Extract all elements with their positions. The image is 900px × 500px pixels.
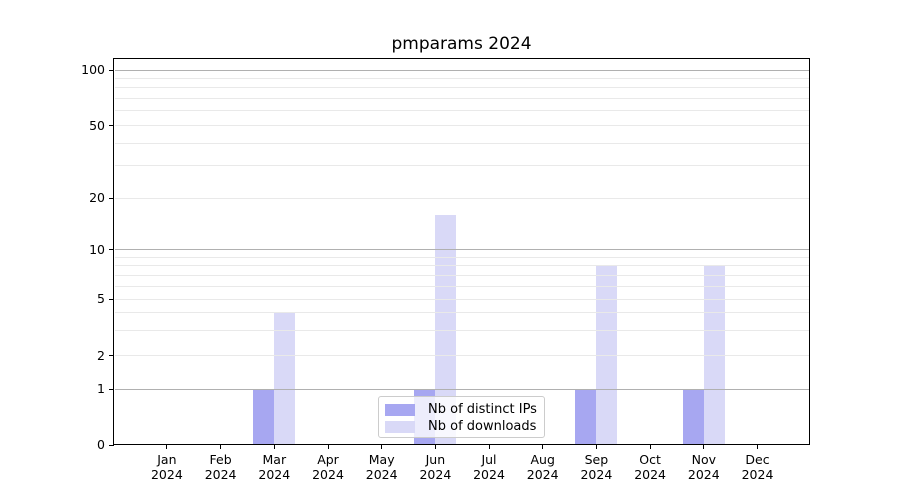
x-tick-label: Apr 2024	[312, 452, 344, 482]
y-tick-label: 100	[81, 62, 105, 77]
gridline-minor	[114, 285, 810, 287]
y-tick-mark	[109, 298, 114, 300]
x-tick-mark	[273, 445, 275, 449]
x-tick-mark	[166, 445, 168, 449]
gridline-minor	[114, 330, 810, 331]
x-tick-label: Sep 2024	[580, 452, 613, 482]
x-tick-label: Feb 2024	[204, 452, 237, 482]
x-tick-label: Aug 2024	[526, 452, 559, 482]
bar-downloads	[435, 214, 457, 445]
gridline-minor	[114, 197, 810, 199]
y-tick-mark	[109, 388, 114, 390]
bar-distinct-ips	[253, 389, 275, 445]
y-tick-mark	[109, 197, 114, 199]
x-tick-mark	[434, 445, 436, 449]
x-tick-mark	[488, 445, 490, 449]
y-tick-mark	[109, 69, 114, 71]
gridline-minor	[114, 98, 810, 100]
y-tick-label: 0	[97, 437, 105, 452]
legend-item-downloads: Nb of downloads	[385, 418, 538, 435]
x-tick-mark	[649, 445, 651, 449]
gridline-minor	[114, 274, 810, 276]
x-tick-label: Jun 2024	[419, 452, 452, 482]
gridline-major	[114, 388, 810, 390]
gridline-minor	[114, 142, 810, 144]
legend-swatch-distinct-ips	[385, 403, 415, 416]
y-tick-mark	[109, 444, 114, 446]
legend-swatch-downloads	[385, 420, 415, 433]
y-tick-label: 20	[89, 190, 105, 205]
bar-downloads	[274, 312, 296, 445]
gridline-minor	[114, 355, 810, 356]
x-tick-label: Jul 2024	[473, 452, 505, 482]
y-tick-label: 5	[97, 291, 105, 306]
y-tick-label: 10	[89, 241, 105, 257]
y-tick-label: 1	[97, 381, 105, 396]
legend-item-distinct-ips: Nb of distinct IPs	[385, 401, 538, 418]
legend-label-downloads: Nb of downloads	[428, 419, 537, 434]
y-tick-mark	[109, 249, 114, 250]
y-tick-label: 50	[89, 117, 105, 133]
x-tick-label: May 2024	[365, 452, 398, 482]
gridline-minor	[114, 87, 810, 89]
x-tick-mark	[381, 445, 383, 449]
x-tick-mark	[757, 445, 758, 449]
bar-distinct-ips	[682, 389, 704, 445]
gridline-minor	[114, 110, 810, 112]
gridline-minor	[114, 77, 810, 79]
x-tick-mark	[595, 445, 597, 449]
gridline-minor	[114, 298, 810, 300]
x-tick-mark	[220, 445, 222, 449]
x-tick-label: Mar 2024	[258, 452, 291, 482]
gridline-minor	[114, 165, 810, 167]
legend-label-distinct-ips: Nb of distinct IPs	[428, 402, 537, 417]
gridline-minor	[114, 256, 810, 258]
y-tick-mark	[109, 125, 114, 126]
y-tick-label: 2	[97, 347, 105, 363]
x-tick-label: Oct 2024	[634, 452, 666, 482]
x-tick-mark	[327, 445, 329, 449]
gridline-minor	[114, 264, 810, 266]
gridline-major	[114, 69, 810, 71]
gridline-minor	[114, 312, 810, 314]
gridline-major	[114, 249, 810, 250]
x-tick-label: Dec 2024	[741, 452, 774, 482]
gridline-minor	[114, 125, 810, 126]
legend: Nb of distinct IPs Nb of downloads	[378, 396, 545, 438]
x-tick-label: Nov 2024	[687, 452, 720, 482]
x-tick-mark	[542, 445, 544, 449]
bar-distinct-ips	[575, 389, 597, 445]
chart-title: pmparams 2024	[391, 34, 532, 54]
y-tick-mark	[109, 355, 114, 356]
x-tick-label: Jan 2024	[150, 452, 183, 482]
x-tick-mark	[703, 445, 705, 449]
